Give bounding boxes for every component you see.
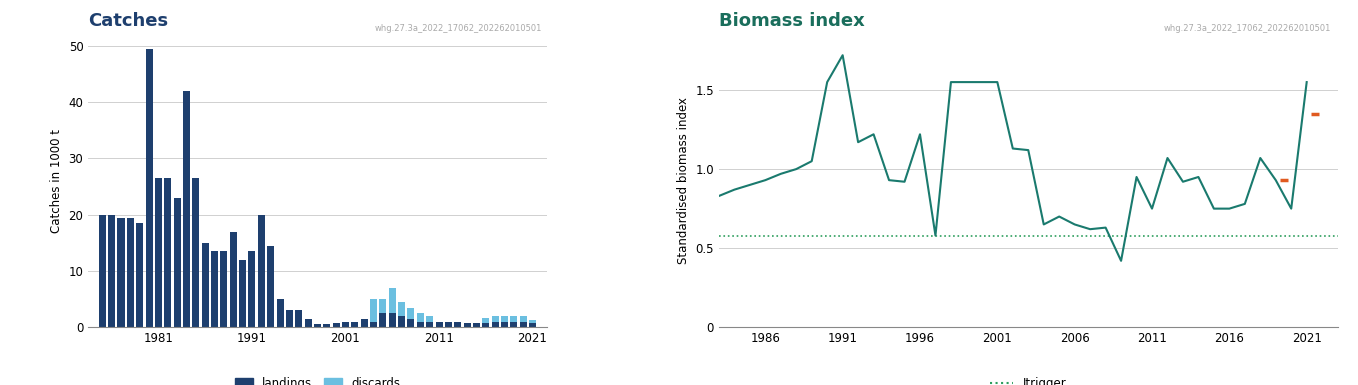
Bar <box>210 251 219 327</box>
Bar <box>407 319 414 327</box>
Bar <box>126 218 134 327</box>
Bar <box>530 320 536 323</box>
Bar <box>202 243 209 327</box>
Bar <box>230 232 236 327</box>
Bar <box>426 316 433 321</box>
Bar <box>520 316 527 321</box>
Legend: landings, discards: landings, discards <box>230 372 405 385</box>
Bar <box>174 198 181 327</box>
Bar <box>249 251 255 327</box>
Y-axis label: Standardised biomass index: Standardised biomass index <box>676 97 690 264</box>
Bar <box>109 215 115 327</box>
Bar <box>155 178 162 327</box>
Bar <box>136 223 143 327</box>
Bar <box>501 316 508 321</box>
Bar <box>407 308 414 319</box>
Bar <box>511 321 517 327</box>
Bar <box>333 323 340 327</box>
Bar <box>379 313 387 327</box>
Bar <box>388 288 395 313</box>
Bar <box>445 321 452 327</box>
Legend: Itrigger: Itrigger <box>985 372 1071 385</box>
Bar <box>482 323 489 327</box>
Text: Biomass index: Biomass index <box>718 12 865 30</box>
Bar <box>388 313 395 327</box>
Bar <box>183 91 190 327</box>
Bar <box>379 299 387 313</box>
Text: Catches: Catches <box>88 12 168 30</box>
Bar <box>398 302 405 316</box>
Bar <box>492 321 498 327</box>
Bar <box>369 321 378 327</box>
Y-axis label: Catches in 1000 t: Catches in 1000 t <box>50 129 62 233</box>
Bar <box>295 310 303 327</box>
Bar <box>369 299 378 321</box>
Bar <box>520 321 527 327</box>
Bar <box>193 178 200 327</box>
Bar <box>118 218 125 327</box>
Bar <box>436 321 443 327</box>
Bar <box>417 313 424 321</box>
Bar <box>323 325 330 327</box>
Bar <box>304 319 311 327</box>
Bar <box>285 310 293 327</box>
Bar <box>145 49 152 327</box>
Bar <box>268 246 274 327</box>
Bar <box>277 299 284 327</box>
Bar <box>99 215 106 327</box>
Bar <box>530 323 536 327</box>
Bar <box>239 260 246 327</box>
Bar <box>398 316 405 327</box>
Bar <box>417 321 424 327</box>
Bar <box>473 323 479 327</box>
Bar <box>361 319 368 327</box>
Bar <box>164 178 171 327</box>
Bar <box>314 325 320 327</box>
Bar <box>352 321 359 327</box>
Bar <box>463 323 471 327</box>
Bar <box>501 321 508 327</box>
Bar <box>511 316 517 321</box>
Bar <box>426 321 433 327</box>
Bar <box>220 251 227 327</box>
Bar <box>258 215 265 327</box>
Text: whg.27.3a_2022_17062_202262010501: whg.27.3a_2022_17062_202262010501 <box>1164 24 1331 33</box>
Bar <box>492 316 498 321</box>
Bar <box>454 321 462 327</box>
Bar <box>342 321 349 327</box>
Text: whg.27.3a_2022_17062_202262010501: whg.27.3a_2022_17062_202262010501 <box>375 24 542 33</box>
Bar <box>482 318 489 323</box>
